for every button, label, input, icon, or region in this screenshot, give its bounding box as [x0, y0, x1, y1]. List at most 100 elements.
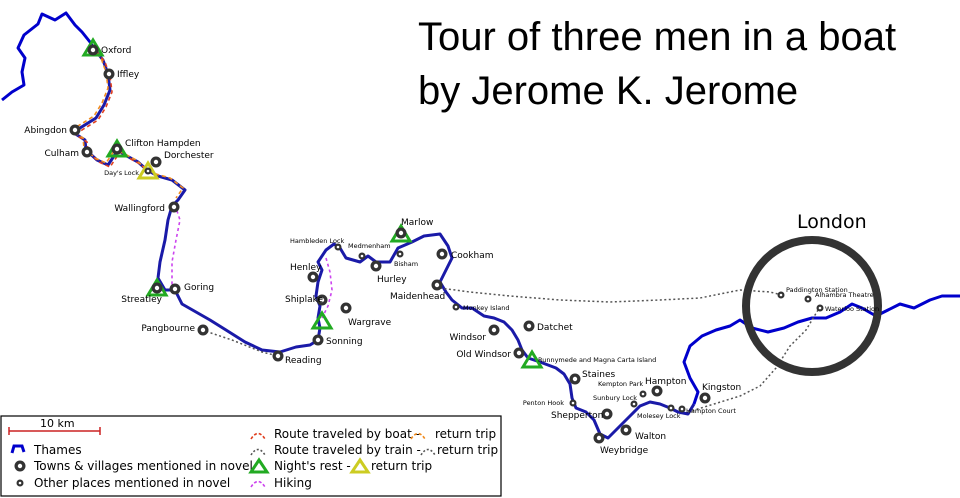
marker-marlow: [395, 227, 407, 239]
legend-boat-return-icon: [410, 432, 426, 440]
marker-pangbourne: [197, 324, 209, 336]
rest-days-lock: [136, 160, 160, 180]
legend-thames-text: Thames: [33, 443, 82, 457]
marker-penton-hook: [569, 399, 577, 407]
legend-place-icon: [16, 479, 24, 487]
thames-river-upstream: [1, 11, 97, 102]
marker-reading: [272, 350, 284, 362]
label-cookham: Cookham: [451, 251, 494, 261]
marker-goring: [169, 283, 181, 295]
legend-boat-icon: [250, 432, 266, 440]
label-pangbourne: Pangbourne: [141, 324, 195, 334]
london-circle: [742, 236, 882, 376]
label-marlow: Marlow: [401, 218, 433, 228]
london-label: London: [797, 211, 867, 233]
marker-weybridge: [593, 432, 605, 444]
label-hurley: Hurley: [377, 275, 407, 285]
label-walton: Walton: [635, 432, 666, 442]
marker-oxford: [87, 44, 99, 56]
marker-old-windsor: [513, 347, 525, 359]
marker-walton: [620, 424, 632, 436]
marker-days-lock: [144, 167, 152, 175]
label-runnymede: Runnymede and Magna Carta Island: [538, 356, 656, 364]
train-route-upper: [439, 287, 783, 303]
label-wallingford: Wallingford: [114, 204, 165, 214]
marker-medmenham: [358, 252, 366, 260]
label-paddington: Paddington Station: [786, 286, 848, 294]
label-hambleden-lock: Hambleden Lock: [290, 237, 345, 245]
scale-bar: 10 km: [8, 417, 101, 435]
label-bisham: Bisham: [394, 260, 418, 268]
marker-clifton-hampden: [111, 143, 123, 155]
label-sonning: Sonning: [326, 337, 363, 347]
label-monkey-island: Monkey Island: [463, 304, 510, 312]
marker-maidenhead: [431, 279, 443, 291]
rest-runnymede: [520, 349, 544, 369]
marker-staines: [569, 373, 581, 385]
label-shepperton: Shepperton: [551, 411, 603, 421]
label-penton-hook: Penton Hook: [523, 399, 564, 407]
marker-abingdon: [69, 124, 81, 136]
marker-culham: [81, 146, 93, 158]
label-days-lock: Day's Lock: [104, 169, 139, 177]
hiking-route-shiplake: [321, 257, 333, 319]
marker-iffley: [103, 68, 115, 80]
marker-hurley: [370, 260, 382, 272]
marker-kempton-park: [639, 390, 647, 398]
legend-other-text: Other places mentioned in novel: [34, 476, 230, 490]
legend-train-icon: [250, 448, 266, 456]
train-route-reading: [201, 329, 279, 357]
legend: 10 km Thames Towns & villages mentioned …: [0, 415, 502, 497]
label-molesey-lock: Molesey Lock: [637, 412, 681, 420]
label-sunbury-lock: Sunbury Lock: [593, 394, 637, 402]
label-alhambra: Alhambra Theatre: [815, 291, 874, 299]
legend-train-return-text: return trip: [437, 443, 498, 457]
marker-dorchester: [150, 156, 162, 168]
marker-streatley: [151, 282, 163, 294]
label-hampton-court: Hampton Court: [686, 407, 736, 415]
legend-hiking-text: Hiking: [274, 476, 312, 490]
marker-wargrave: [340, 302, 352, 314]
marker-bisham: [396, 250, 404, 258]
map-title-line2: by Jerome K. Jerome: [418, 69, 798, 113]
marker-hampton: [651, 385, 663, 397]
legend-box: [0, 415, 502, 497]
label-iffley: Iffley: [117, 70, 140, 80]
label-staines: Staines: [582, 370, 615, 380]
marker-windsor: [488, 324, 500, 336]
hiking-route-wallingford: [171, 204, 181, 285]
marker-wallingford: [168, 201, 180, 213]
boat-route-outward: [74, 51, 150, 173]
label-dorchester: Dorchester: [164, 151, 214, 161]
town-labels: Oxford Iffley Abingdon Culham Clifton Ha…: [24, 46, 879, 456]
marker-monkey-island: [452, 303, 460, 311]
label-goring: Goring: [184, 283, 214, 293]
train-route-lower: [687, 309, 819, 413]
legend-thames-icon: [10, 444, 26, 454]
marker-kingston: [699, 392, 711, 404]
marker-paddington: [777, 291, 785, 299]
legend-boat-text: Route traveled by boat -: [274, 427, 420, 441]
thames-river-downstream: [682, 294, 960, 405]
label-hampton: Hampton: [645, 377, 687, 387]
legend-rest-return-icon: [349, 457, 371, 474]
legend-hiking-icon: [250, 480, 266, 488]
label-kingston: Kingston: [702, 383, 741, 393]
legend-town-icon: [14, 460, 26, 472]
marker-datchet: [523, 320, 535, 332]
legend-boat-return-text: return trip: [435, 427, 496, 441]
legend-train-text: Route traveled by train -: [274, 443, 421, 457]
marker-alhambra: [804, 295, 812, 303]
legend-rest-icon: [248, 457, 270, 474]
label-kempton-park: Kempton Park: [598, 380, 643, 388]
label-oxford: Oxford: [101, 46, 131, 56]
marker-sonning: [312, 334, 324, 346]
legend-train-return-icon: [420, 448, 436, 456]
label-weybridge: Weybridge: [600, 446, 649, 456]
scale-label: 10 km: [40, 417, 75, 430]
label-abingdon: Abingdon: [24, 126, 67, 136]
label-maidenhead: Maidenhead: [390, 292, 445, 302]
map-title-line1: Tour of three men in a boat: [418, 15, 896, 59]
label-streatley: Streatley: [121, 295, 162, 305]
